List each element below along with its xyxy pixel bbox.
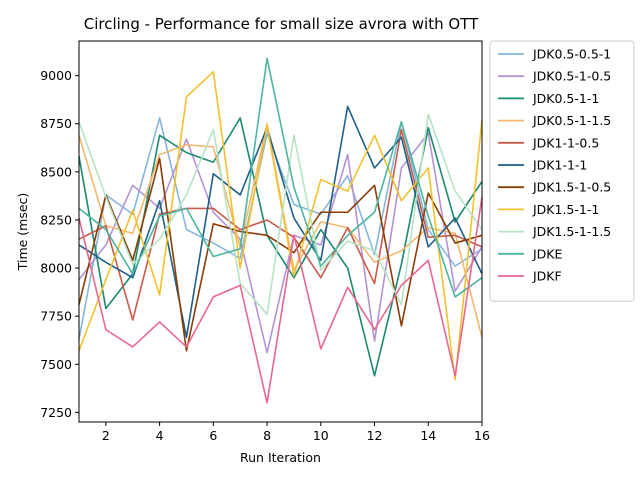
series-line-8 [78,113,483,316]
series-line-0 [78,117,483,340]
series-line-1 [78,132,483,354]
legend-label-9: JDKE [532,246,563,261]
y-tick-label-2: 7750 [40,309,72,324]
x-tick-label-6: 14 [420,428,436,443]
x-tick-label-0: 2 [102,428,110,443]
y-tick-label-1: 7500 [40,357,72,372]
legend-box [489,40,635,302]
y-axis-label: Time (msec) [15,193,30,272]
series-layer [78,57,483,404]
chart-title: Circling - Performance for small size av… [84,15,479,33]
series-line-9 [78,57,483,298]
x-tick-label-2: 6 [209,428,217,443]
legend-label-0: JDK0.5-0.5-1 [532,47,611,62]
legend-label-3: JDK0.5-1-1.5 [532,113,611,128]
plot-frame [78,40,483,423]
x-tick-label-5: 12 [367,428,383,443]
legend-label-8: JDK1.5-1-1.5 [532,224,611,239]
legend-label-5: JDK1-1-1 [532,158,587,173]
series-line-5 [78,105,483,339]
x-tick-label-7: 16 [474,428,490,443]
y-tick-label-6: 8750 [40,116,72,131]
x-tick-label-3: 8 [263,428,271,443]
series-line-2 [78,117,483,377]
x-tick-label-1: 4 [156,428,164,443]
x-axis-label: Run Iteration [240,450,321,465]
y-tick-label-7: 9000 [40,68,72,83]
legend: JDK0.5-0.5-1 JDK0.5-1-0.5 JDK0.5-1-1 JDK0.5… [489,40,635,302]
x-axis-ticks: 2 4 6 8 10 12 14 16 [102,422,490,443]
series-line-10 [78,196,483,404]
series-line-6 [78,157,483,352]
legend-label-6: JDK1.5-1-0.5 [532,180,611,195]
y-tick-label-5: 8500 [40,164,72,179]
y-tick-label-3: 8000 [40,261,72,276]
legend-label-4: JDK1-1-0.5 [532,135,599,150]
y-tick-label-0: 7250 [40,405,72,420]
legend-label-7: JDK1.5-1-1 [532,202,599,217]
x-tick-label-4: 10 [313,428,329,443]
legend-label-1: JDK0.5-1-0.5 [532,69,611,84]
legend-label-10: JDKF [532,269,562,284]
y-axis-ticks: 7250 7500 7750 8000 8250 8500 8750 9000 [40,68,79,420]
legend-label-2: JDK0.5-1-1 [532,91,599,106]
y-tick-label-4: 8250 [40,212,72,227]
